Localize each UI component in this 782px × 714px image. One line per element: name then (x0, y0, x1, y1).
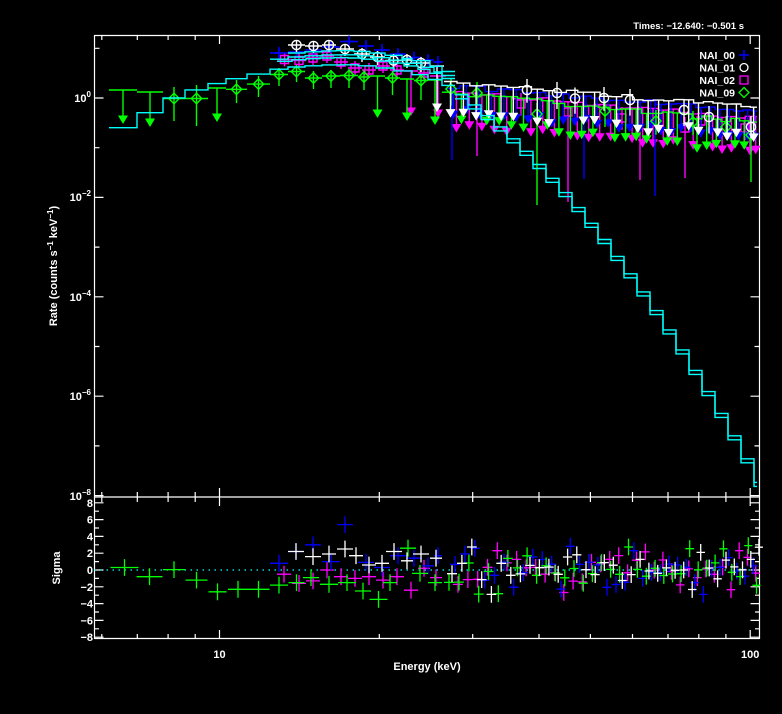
svg-text:Sigma: Sigma (51, 551, 63, 585)
svg-text:−4: −4 (80, 599, 93, 611)
svg-text:0: 0 (87, 565, 93, 577)
svg-text:NAI_09: NAI_09 (699, 88, 735, 100)
svg-text:−8: −8 (80, 632, 93, 644)
svg-text:−2: −2 (80, 582, 93, 594)
svg-text:4: 4 (87, 531, 94, 543)
svg-text:100: 100 (741, 649, 759, 661)
svg-text:Rate (counts s−1 keV−1): Rate (counts s−1 keV−1) (46, 205, 60, 326)
svg-text:NAI_00: NAI_00 (699, 50, 735, 62)
svg-text:NAI_01: NAI_01 (699, 63, 735, 75)
svg-text:8: 8 (87, 498, 93, 510)
svg-text:NAI_02: NAI_02 (699, 75, 735, 87)
svg-text:10: 10 (213, 649, 225, 661)
svg-text:2: 2 (87, 548, 93, 560)
svg-text:Energy (keV): Energy (keV) (393, 661, 461, 673)
svg-text:Times: −12.640: −0.501 s: Times: −12.640: −0.501 s (633, 21, 744, 32)
svg-text:−6: −6 (80, 615, 93, 627)
svg-text:6: 6 (87, 515, 93, 527)
